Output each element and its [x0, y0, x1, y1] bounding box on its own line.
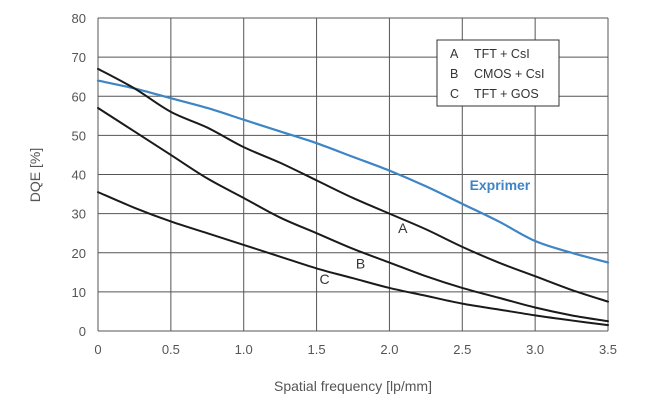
- legend-text-b: CMOS + CsI: [474, 67, 545, 81]
- y-tick-label: 40: [72, 168, 86, 183]
- y-tick-label: 60: [72, 89, 86, 104]
- curves: [96, 67, 610, 327]
- x-tick-label: 3.5: [599, 342, 617, 357]
- series-line-b: [97, 106, 609, 323]
- y-tick-label: 80: [72, 11, 86, 26]
- series-line-a: [97, 67, 609, 303]
- curve-label-exprimer: Exprimer: [470, 177, 531, 193]
- legend-text-a: TFT + CsI: [474, 47, 530, 61]
- series-line-c: [97, 191, 609, 327]
- y-tick-label: 10: [72, 285, 86, 300]
- x-tick-label: 3.0: [526, 342, 544, 357]
- legend-box: [436, 39, 560, 107]
- legend-key-c: C: [450, 87, 459, 101]
- x-tick-label: 0.5: [162, 342, 180, 357]
- x-tick-label: 1.0: [235, 342, 253, 357]
- x-tick-label: 1.5: [308, 342, 326, 357]
- tick-labels: 0 0.5 1.0 1.5 2.0 2.5 3.0 3.5 0 10 20 30 40 50 60 70 80: [72, 11, 618, 357]
- legend-key-b: B: [450, 67, 458, 81]
- y-tick-label: 20: [72, 246, 86, 261]
- legend-text-c: TFT + GOS: [474, 87, 539, 101]
- x-tick-label: 0: [94, 342, 101, 357]
- x-tick-label: 2.5: [453, 342, 471, 357]
- y-axis-title: DQE [%]: [27, 148, 43, 202]
- y-tick-label: 50: [72, 128, 86, 143]
- y-tick-label: 0: [79, 324, 86, 339]
- legend-key-a: A: [450, 47, 459, 61]
- x-axis-title: Spatial frequency [lp/mm]: [274, 378, 432, 394]
- y-tick-label: 30: [72, 207, 86, 222]
- curve-labels: Exprimer A B C: [319, 177, 530, 287]
- series-line-exprimer: [96, 79, 610, 264]
- legend: A TFT + CsI B CMOS + CsI C TFT + GOS: [436, 39, 560, 107]
- curve-label-a: A: [398, 220, 408, 236]
- x-tick-label: 2.0: [380, 342, 398, 357]
- curve-label-b: B: [356, 255, 365, 271]
- y-tick-label: 70: [72, 50, 86, 65]
- curve-label-c: C: [319, 271, 329, 287]
